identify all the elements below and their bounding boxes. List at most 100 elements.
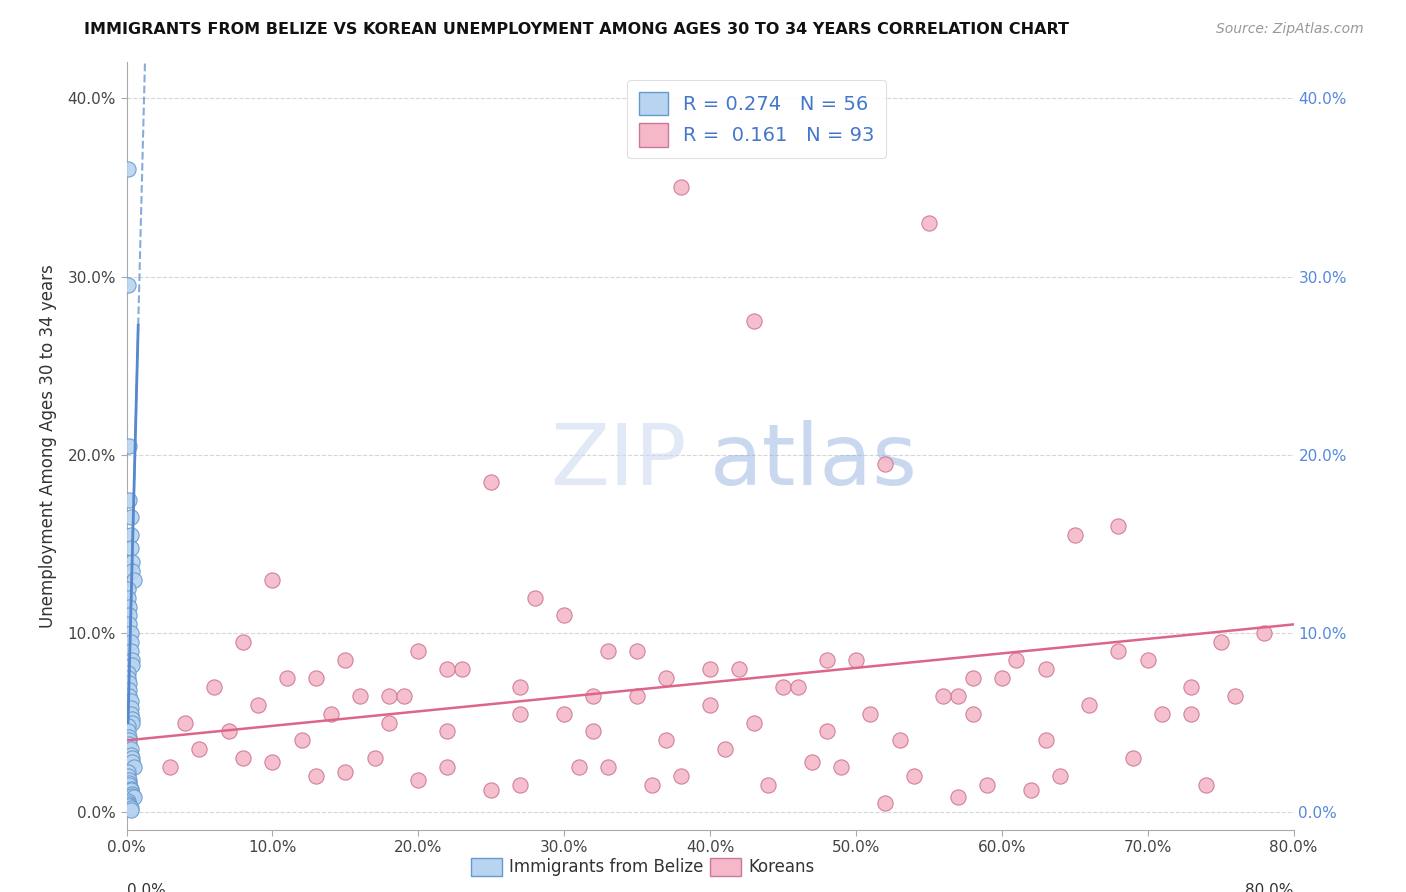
Point xyxy=(801,755,824,769)
Point xyxy=(408,644,430,658)
Point xyxy=(1108,519,1130,533)
Point xyxy=(1108,644,1130,658)
Point xyxy=(830,760,852,774)
Point xyxy=(118,730,141,744)
Point xyxy=(815,724,838,739)
Point xyxy=(118,689,141,703)
Point xyxy=(202,680,225,694)
Point xyxy=(117,665,139,680)
Point xyxy=(117,769,139,783)
Point xyxy=(640,778,664,792)
Point xyxy=(117,719,139,733)
Point xyxy=(479,475,502,489)
Point xyxy=(699,698,721,712)
Point xyxy=(121,712,143,726)
Text: 0.0%: 0.0% xyxy=(127,883,166,892)
Point xyxy=(117,724,139,739)
Point xyxy=(1223,689,1246,703)
Point xyxy=(121,564,143,578)
Point xyxy=(117,591,139,605)
Point xyxy=(962,671,984,685)
Point xyxy=(262,573,284,587)
Point xyxy=(276,671,298,685)
Point xyxy=(1122,751,1144,765)
Point xyxy=(932,689,955,703)
Point xyxy=(713,742,735,756)
Point xyxy=(728,662,751,676)
Point xyxy=(120,783,142,797)
Point xyxy=(699,662,721,676)
Point xyxy=(121,658,143,673)
Point xyxy=(451,662,474,676)
Point xyxy=(378,715,401,730)
Point xyxy=(436,760,458,774)
Point xyxy=(436,662,458,676)
Point xyxy=(117,765,139,780)
Point xyxy=(553,608,575,623)
Point xyxy=(118,737,141,751)
Text: IMMIGRANTS FROM BELIZE VS KOREAN UNEMPLOYMENT AMONG AGES 30 TO 34 YEARS CORRELAT: IMMIGRANTS FROM BELIZE VS KOREAN UNEMPLO… xyxy=(84,22,1070,37)
Point xyxy=(118,799,141,814)
Point xyxy=(1019,783,1042,797)
Point xyxy=(118,772,141,787)
Point xyxy=(120,801,142,815)
Point xyxy=(120,803,142,817)
Point xyxy=(305,769,328,783)
Point xyxy=(319,706,342,721)
Point xyxy=(509,778,531,792)
Point xyxy=(976,778,998,792)
Point xyxy=(121,555,143,569)
Point xyxy=(118,733,141,747)
Point xyxy=(218,724,240,739)
Point xyxy=(120,626,142,640)
Point xyxy=(1209,635,1232,649)
Point xyxy=(655,671,678,685)
Point xyxy=(918,216,941,230)
Point xyxy=(436,724,458,739)
Point xyxy=(121,653,143,667)
Point xyxy=(1035,662,1057,676)
Point xyxy=(117,278,139,293)
Text: Immigrants from Belize: Immigrants from Belize xyxy=(509,858,703,876)
Point xyxy=(1180,680,1202,694)
Point xyxy=(122,573,145,587)
Point xyxy=(118,608,141,623)
Point xyxy=(946,790,969,805)
Point xyxy=(120,635,142,649)
Point xyxy=(786,680,808,694)
Text: Koreans: Koreans xyxy=(748,858,814,876)
Point xyxy=(626,689,648,703)
Point xyxy=(118,683,141,698)
Point xyxy=(159,760,181,774)
Text: ZIP: ZIP xyxy=(550,420,686,503)
Point xyxy=(756,778,779,792)
Point xyxy=(121,715,143,730)
Point xyxy=(596,644,619,658)
Point xyxy=(118,778,141,792)
Point xyxy=(509,680,531,694)
Point xyxy=(889,733,911,747)
Point xyxy=(120,644,142,658)
Point xyxy=(174,715,197,730)
Point xyxy=(524,591,547,605)
Point xyxy=(121,787,143,801)
Legend: R = 0.274   N = 56, R =  0.161   N = 93: R = 0.274 N = 56, R = 0.161 N = 93 xyxy=(627,79,886,159)
Point xyxy=(669,769,692,783)
Point xyxy=(553,706,575,721)
Point xyxy=(408,772,430,787)
Point xyxy=(246,698,269,712)
Point xyxy=(121,789,143,803)
Point xyxy=(120,541,142,555)
Point xyxy=(363,751,385,765)
Point xyxy=(1180,706,1202,721)
Point xyxy=(188,742,211,756)
Point xyxy=(859,706,882,721)
Point xyxy=(1005,653,1028,667)
Point xyxy=(118,599,141,614)
Point xyxy=(122,760,145,774)
Point xyxy=(655,733,678,747)
Point xyxy=(582,689,605,703)
Point xyxy=(582,724,605,739)
Point xyxy=(117,582,139,596)
Point xyxy=(118,776,141,790)
